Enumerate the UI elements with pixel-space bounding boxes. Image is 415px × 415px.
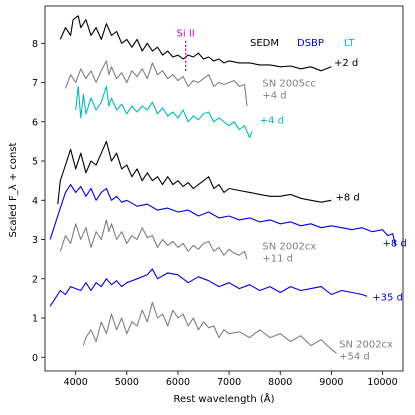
x-tick-label: 5000 bbox=[115, 377, 139, 388]
series-1-line bbox=[64, 60, 248, 107]
series-3-line bbox=[57, 140, 332, 205]
series-1-annotation: SN 2005cc +4 d bbox=[262, 79, 315, 102]
annotation-layer: +2 d SN 2005cc +4 d +4 d +8 d +8 d SN 2002cx +1… bbox=[260, 58, 407, 363]
series-4-line bbox=[49, 184, 396, 246]
series-7-line bbox=[82, 301, 337, 354]
series-5-line bbox=[59, 219, 248, 260]
series-layer bbox=[49, 15, 396, 354]
x-tick-label: 7000 bbox=[217, 377, 241, 388]
x-tick-label: 9000 bbox=[319, 377, 343, 388]
series-3-annotation: +8 d bbox=[336, 192, 360, 203]
y-tick-label: 7 bbox=[32, 78, 38, 89]
legend-entry-sedm: SEDM bbox=[250, 38, 279, 49]
y-tick-label: 6 bbox=[32, 117, 38, 128]
series-6-annotation: +35 d bbox=[372, 292, 403, 303]
si-ii-label: Si II bbox=[177, 28, 195, 39]
y-tick-label: 1 bbox=[32, 314, 38, 325]
x-tick-label: 8000 bbox=[268, 377, 292, 388]
plot-frame bbox=[44, 5, 404, 372]
legend-entry-dsbp: DSBP bbox=[297, 38, 324, 49]
series-0-annotation: +2 d bbox=[334, 58, 358, 69]
series-5-annotation: SN 2002cx +11 d bbox=[262, 241, 316, 264]
y-tick-label: 5 bbox=[32, 157, 38, 168]
legend-entry-lt: LT bbox=[344, 38, 355, 49]
series-2-line bbox=[75, 85, 253, 139]
x-axis-label: Rest wavelength (Å) bbox=[173, 392, 274, 405]
x-tick-label: 6000 bbox=[166, 377, 190, 388]
y-tick-label: 4 bbox=[32, 196, 38, 207]
line-marker-layer: Si II bbox=[177, 28, 195, 71]
series-7-annotation: SN 2002cx +54 d bbox=[339, 340, 393, 363]
y-axis-label: Scaled F_λ + const bbox=[8, 142, 19, 237]
series-0-line bbox=[59, 15, 332, 72]
x-tick-label: 10000 bbox=[367, 377, 397, 388]
x-tick-label: 4000 bbox=[64, 377, 88, 388]
y-tick-label: 2 bbox=[32, 274, 38, 285]
axes: 4000 5000 6000 7000 8000 9000 10000 0 1 2 3 4 5 6 7 8 bbox=[32, 39, 398, 388]
series-2-annotation: +4 d bbox=[260, 116, 284, 127]
series-4-annotation: +8 d bbox=[383, 239, 407, 250]
legend: SEDM DSBP LT bbox=[250, 38, 355, 49]
y-tick-label: 3 bbox=[32, 235, 38, 246]
series-6-line bbox=[49, 268, 368, 307]
y-tick-label: 8 bbox=[32, 39, 38, 50]
y-tick-label: 0 bbox=[32, 353, 38, 364]
